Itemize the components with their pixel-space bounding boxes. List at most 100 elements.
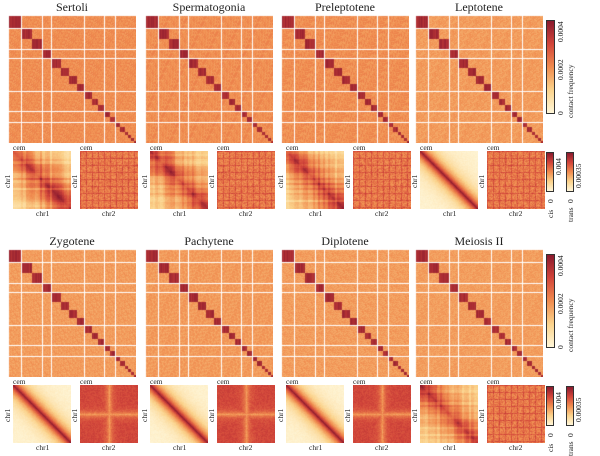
cbar-tick: 0.0004: [556, 21, 565, 42]
trans-heatmap: [353, 385, 411, 443]
cis-y-label: chr1: [3, 174, 12, 188]
trans-x-label: chr2: [375, 443, 389, 452]
trans-heatmap: [353, 151, 411, 209]
cbar-tick: 0: [566, 199, 575, 203]
cis-y-label: chr1: [276, 174, 285, 188]
cbar-tick: 0.004: [554, 392, 563, 409]
trans-x-label: chr2: [239, 209, 253, 218]
cem-label: cem: [286, 377, 299, 386]
cem-label: cem: [13, 143, 26, 152]
cem-label: cem: [13, 377, 26, 386]
colorbar-genome: [546, 254, 555, 348]
cem-label: cem: [353, 143, 366, 152]
cbar-tick: 0.004: [554, 158, 563, 175]
colorbar-cis: [546, 152, 554, 192]
cem-label: cem: [420, 143, 433, 152]
cbar-tick: 0: [566, 433, 575, 437]
trans-x-label: chr2: [102, 209, 116, 218]
cbar-tick: 0: [546, 199, 555, 203]
panel-title: Diplotene: [321, 234, 369, 248]
cem-label: cem: [420, 377, 433, 386]
trans-y-label: chr1: [207, 174, 216, 188]
cem-label: cem: [217, 377, 230, 386]
genome-heatmap: [281, 15, 409, 143]
colorbar-trans: [566, 152, 574, 192]
cem-label: cem: [487, 143, 500, 152]
colorbar-cis: [546, 386, 554, 426]
genome-heatmap: [415, 249, 543, 377]
cem-label: cem: [80, 143, 93, 152]
cbar-tick: 0: [546, 433, 555, 437]
cbar-tick: 0.0004: [556, 255, 565, 276]
cbar-tick: 0.00035: [574, 397, 583, 422]
cis-y-label: chr1: [3, 408, 12, 422]
cis-y-label: chr1: [276, 408, 285, 422]
trans-heatmap: [487, 385, 545, 443]
trans-y-label: chr1: [70, 408, 79, 422]
trans-y-label: chr1: [207, 408, 216, 422]
cbar-tick: 0.0002: [556, 293, 565, 314]
panel-title: Leptotene: [455, 0, 503, 14]
cis-x-label: chr1: [443, 209, 457, 218]
trans-y-label: chr1: [477, 408, 486, 422]
cis-x-label: chr1: [173, 209, 187, 218]
cis-x-label: chr1: [36, 443, 50, 452]
cis-x-label: chr1: [309, 209, 323, 218]
cis-y-label: chr1: [140, 408, 149, 422]
cem-label: cem: [286, 143, 299, 152]
genome-heatmap: [415, 15, 543, 143]
cbar-tick: 0: [556, 345, 565, 349]
cem-label: cem: [80, 377, 93, 386]
genome-heatmap: [145, 15, 273, 143]
cis-x-label: chr1: [443, 443, 457, 452]
genome-heatmap: [145, 249, 273, 377]
cis-heatmap: [420, 151, 478, 209]
cis-heatmap: [150, 385, 208, 443]
cem-label: cem: [487, 377, 500, 386]
cis-x-label: chr1: [173, 443, 187, 452]
cem-label: cem: [217, 143, 230, 152]
trans-heatmap: [80, 151, 138, 209]
cem-label: cem: [150, 377, 163, 386]
cis-heatmap: [286, 385, 344, 443]
panel-title: Zygotene: [49, 234, 95, 248]
trans-heatmap: [80, 385, 138, 443]
cem-label: cem: [150, 143, 163, 152]
trans-x-label: chr2: [239, 443, 253, 452]
panel-title: Sertoli: [56, 0, 88, 14]
cis-heatmap: [13, 151, 71, 209]
trans-y-label: chr1: [477, 174, 486, 188]
panel-title: Meiosis II: [454, 234, 504, 248]
trans-x-label: chr2: [102, 443, 116, 452]
genome-heatmap: [8, 249, 136, 377]
cbar-label: contact frequency: [566, 298, 575, 352]
trans-y-label: chr1: [343, 408, 352, 422]
trans-x-label: chr2: [509, 443, 523, 452]
cis-heatmap: [420, 385, 478, 443]
trans-heatmap: [217, 151, 275, 209]
cis-y-label: chr1: [410, 174, 419, 188]
trans-heatmap: [487, 151, 545, 209]
cbar-tick: 0.00035: [574, 163, 583, 188]
trans-y-label: chr1: [343, 174, 352, 188]
panel-title: Preleptotene: [315, 0, 375, 14]
cbar-tick: 0: [556, 111, 565, 115]
cbar-label: contact frequency: [566, 64, 575, 118]
trans-heatmap: [217, 385, 275, 443]
genome-heatmap: [281, 249, 409, 377]
panel-title: Spermatogonia: [172, 0, 246, 14]
cis-heatmap: [150, 151, 208, 209]
genome-heatmap: [8, 15, 136, 143]
panel-title: Pachytene: [184, 234, 234, 248]
cis-heatmap: [286, 151, 344, 209]
cbar-label: trans: [566, 207, 575, 222]
cis-heatmap: [13, 385, 71, 443]
cbar-label: cis: [546, 443, 555, 452]
colorbar-trans: [566, 386, 574, 426]
cbar-tick: 0.0002: [556, 59, 565, 80]
trans-x-label: chr2: [375, 209, 389, 218]
cem-label: cem: [353, 377, 366, 386]
cis-x-label: chr1: [309, 443, 323, 452]
cbar-label: cis: [546, 209, 555, 218]
cis-x-label: chr1: [36, 209, 50, 218]
